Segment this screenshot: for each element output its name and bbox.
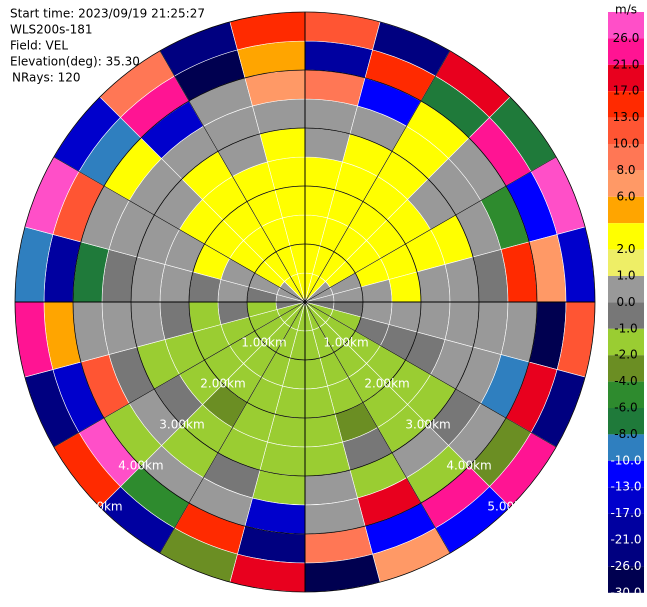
range-ring — [130, 127, 480, 477]
info-text: Start time: 2023/09/19 21:25:27 — [10, 7, 205, 21]
info-text: WLS200s-181 — [10, 23, 93, 37]
colorbar-tick-label: 8.0 — [616, 163, 635, 177]
colorbar-tick-label: -13.0 — [610, 480, 641, 494]
colorbar-segment — [608, 355, 644, 382]
colorbar-segment — [608, 460, 644, 488]
info-text: Elevation(deg): 35.30 — [10, 55, 140, 69]
range-ring — [72, 69, 538, 535]
colorbar-segment — [608, 381, 644, 408]
velocity-cell — [304, 127, 351, 163]
spoke — [304, 156, 557, 303]
velocity-cell — [304, 441, 351, 477]
ring-label: 3.00km — [405, 418, 450, 432]
colorbar-tick-label: -17.0 — [610, 506, 641, 520]
colorbar-tick-label: 26.0 — [613, 31, 640, 45]
velocity-cell — [444, 256, 480, 303]
ring-label: 5.00km — [487, 500, 532, 514]
velocity-cell — [130, 301, 166, 348]
spoke — [53, 301, 306, 448]
colorbar-tick-label: -10.0 — [610, 453, 641, 467]
colorbar-segment — [608, 302, 644, 329]
spoke — [304, 301, 557, 448]
colorbar-segment — [608, 117, 644, 144]
colorbar-tick-label: 17.0 — [613, 84, 640, 98]
colorbar-tick-label: 1.0 — [616, 269, 635, 283]
velocity-cell — [259, 127, 306, 163]
ring-label: 1.00km — [241, 336, 286, 350]
colorbar-segment — [608, 276, 644, 303]
ring-label: 3.00km — [159, 418, 204, 432]
ring-label: 5.00km — [77, 500, 122, 514]
colorbar-tick-label: -1.0 — [614, 321, 637, 335]
range-ring — [188, 185, 422, 419]
colorbar-tick-label: -21.0 — [610, 533, 641, 547]
colorbar-tick-label: -30.0 — [610, 585, 641, 599]
ring-label: 1.00km — [323, 336, 368, 350]
colorbar-segment — [608, 144, 644, 171]
colorbar-segment — [608, 487, 644, 514]
colorbar-tick-label: 10.0 — [613, 137, 640, 151]
colorbar-tick-label: -8.0 — [614, 427, 637, 441]
info-text: NRays: 120 — [12, 71, 81, 85]
spoke — [159, 301, 306, 554]
colorbar-segment — [608, 170, 644, 197]
colorbar-unit: m/s — [615, 3, 637, 17]
range-ring — [14, 11, 596, 593]
ring-label: 2.00km — [364, 377, 409, 391]
colorbar-tick-label: -4.0 — [614, 374, 637, 388]
velocity-cell — [259, 441, 306, 477]
colorbar-segment — [608, 540, 644, 567]
spoke — [53, 156, 306, 303]
colorbar-segment — [608, 38, 644, 65]
velocity-cell — [130, 256, 166, 303]
ring-label: 2.00km — [200, 377, 245, 391]
colorbar-tick-label: 21.0 — [613, 57, 640, 71]
colorbar-tick-label: 6.0 — [616, 189, 635, 203]
colorbar-tick-label: 0.0 — [616, 295, 635, 309]
spoke — [304, 301, 451, 554]
colorbar-segment — [608, 513, 644, 540]
colorbar-segment — [608, 91, 644, 118]
colorbar-segment — [608, 12, 644, 39]
velocity-cell — [444, 301, 480, 348]
ring-label: 4.00km — [446, 459, 491, 473]
colorbar-tick-label: -6.0 — [614, 401, 637, 415]
colorbar-segment — [608, 196, 644, 224]
colorbar-segment — [608, 223, 644, 250]
colorbar-segment — [608, 328, 644, 356]
colorbar-segment — [608, 249, 644, 276]
colorbar-segment — [608, 566, 644, 593]
colorbar-segment — [608, 408, 644, 435]
spoke — [159, 50, 306, 303]
ring-label: 4.00km — [118, 459, 163, 473]
info-text: Field: VEL — [10, 39, 68, 53]
spoke — [304, 50, 451, 303]
colorbar-segment — [608, 434, 644, 461]
colorbar-tick-label: -2.0 — [614, 348, 637, 362]
colorbar-segment — [608, 64, 644, 92]
range-ring — [246, 243, 364, 361]
colorbar-tick-label: 13.0 — [613, 110, 640, 124]
colorbar-tick-label: 2.0 — [616, 242, 635, 256]
colorbar-tick-label: -26.0 — [610, 559, 641, 573]
